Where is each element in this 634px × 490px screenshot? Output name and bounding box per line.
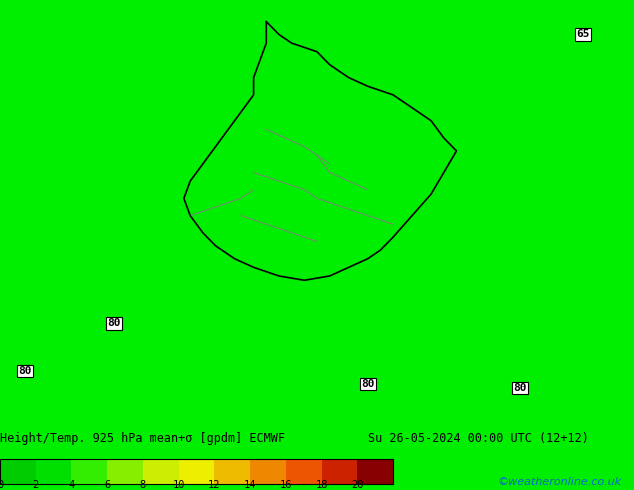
Text: 2: 2: [32, 480, 39, 490]
Text: 6: 6: [104, 480, 110, 490]
Text: ©weatheronline.co.uk: ©weatheronline.co.uk: [497, 477, 621, 487]
Text: Su 26-05-2024 00:00 UTC (12+12): Su 26-05-2024 00:00 UTC (12+12): [368, 432, 588, 445]
Bar: [0, 460, 393, 484]
Text: 80: 80: [513, 383, 527, 393]
Bar: [36, 460, 72, 484]
Text: 80: 80: [361, 379, 375, 389]
Text: 16: 16: [280, 480, 292, 490]
Text: 20: 20: [351, 480, 363, 490]
Text: 80: 80: [18, 366, 32, 376]
Text: 14: 14: [244, 480, 256, 490]
Text: 10: 10: [172, 480, 185, 490]
Bar: [143, 460, 179, 484]
Bar: [358, 460, 393, 484]
Text: 65: 65: [576, 29, 590, 40]
Text: 4: 4: [68, 480, 75, 490]
Bar: [107, 460, 143, 484]
Text: 0: 0: [0, 480, 3, 490]
Bar: [321, 460, 358, 484]
Text: 8: 8: [140, 480, 146, 490]
Bar: [179, 460, 214, 484]
Bar: [250, 460, 286, 484]
Bar: [0, 460, 36, 484]
Text: 12: 12: [208, 480, 221, 490]
Bar: [214, 460, 250, 484]
Bar: [286, 460, 321, 484]
Text: 18: 18: [315, 480, 328, 490]
Text: Height/Temp. 925 hPa mean+σ [gpdm] ECMWF: Height/Temp. 925 hPa mean+σ [gpdm] ECMWF: [0, 432, 285, 445]
Bar: [72, 460, 107, 484]
Text: 80: 80: [107, 318, 121, 328]
